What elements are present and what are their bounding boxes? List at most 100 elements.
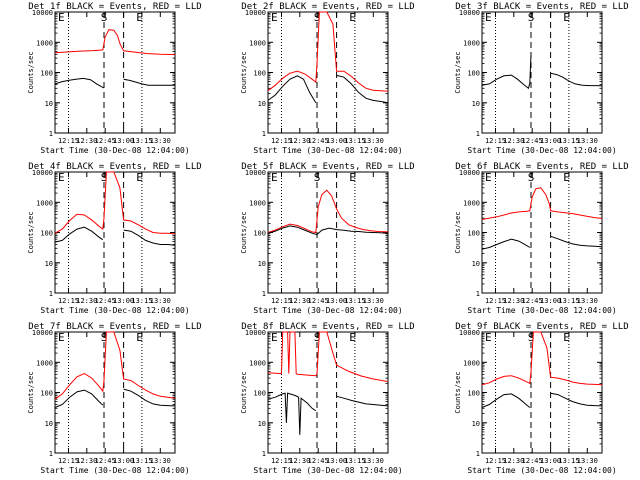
x-tick-label: 12:45 — [522, 297, 543, 305]
panel-det-7f: Det 7f BLACK = Events, RED = LLD 1 10 100 10… — [27, 322, 202, 475]
marker-label-s: S — [314, 171, 321, 184]
x-tick-label: 13:15 — [131, 457, 152, 465]
y-tick-label: 10000 — [245, 9, 266, 17]
plot-frame — [267, 331, 389, 454]
panel-det-9f: Det 9f BLACK = Events, RED = LLD 1 10 100 10… — [454, 322, 629, 475]
y-tick-label: 1000 — [249, 199, 266, 207]
marker-label-e: E — [349, 331, 356, 344]
x-tick-label: 13:00 — [326, 297, 347, 305]
y-tick-label: 1000 — [36, 359, 53, 367]
y-tick-label: 1000 — [249, 359, 266, 367]
marker-label-s: S — [528, 331, 535, 344]
x-tick-label: 13:15 — [558, 137, 579, 145]
y-tick-label: 10 — [45, 420, 53, 428]
series-line-events — [123, 229, 176, 246]
series-line-lld — [481, 187, 603, 220]
series-line-lld — [267, 189, 389, 234]
y-tick-label: 10 — [258, 420, 266, 428]
x-tick-label: 13:15 — [344, 297, 365, 305]
marker-label-e: E — [349, 171, 356, 184]
y-axis-label: Counts/sec — [454, 371, 462, 413]
x-tick-label: 12:15 — [271, 137, 292, 145]
marker-label-e-left: E — [485, 11, 492, 24]
x-tick-label: 12:30 — [289, 137, 310, 145]
y-tick-label: 1000 — [36, 199, 53, 207]
y-tick-label: 1 — [476, 290, 480, 298]
series-line-lld — [54, 29, 176, 56]
marker-label-e-left: E — [58, 171, 65, 184]
marker-label-e-left: E — [485, 171, 492, 184]
panel-det-3f: Det 3f BLACK = Events, RED = LLD 1 10 100 10… — [454, 2, 629, 155]
y-tick-label: 10 — [258, 100, 266, 108]
y-tick-label: 100 — [40, 390, 53, 398]
x-tick-label: 13:15 — [344, 457, 365, 465]
chart-title: Det 8f BLACK = Events, RED = LLD — [241, 322, 414, 332]
series-line-events — [54, 389, 104, 408]
y-tick-label: 100 — [467, 230, 480, 238]
y-tick-label: 100 — [467, 70, 480, 78]
x-tick-label: 12:15 — [485, 297, 506, 305]
x-tick-label: 13:00 — [540, 137, 561, 145]
y-axis-label: Counts/sec — [27, 371, 35, 413]
x-tick-label: 12:15 — [271, 297, 292, 305]
x-axis-label: Start Time (30-Dec-08 12:04:00) — [253, 466, 402, 475]
x-tick-label: 12:45 — [95, 137, 116, 145]
y-axis-label: Counts/sec — [27, 211, 35, 253]
marker-label-e-left: E — [271, 171, 278, 184]
panel-det-6f: Det 6f BLACK = Events, RED = LLD 1 10 100 10… — [454, 162, 629, 315]
plot-frame — [54, 331, 176, 454]
panel-det-8f: Det 8f BLACK = Events, RED = LLD 1 10 100 10… — [240, 322, 415, 475]
chart-title: Det 4f BLACK = Events, RED = LLD — [28, 162, 201, 172]
y-tick-label: 10 — [45, 260, 53, 268]
marker-label-e-left: E — [485, 331, 492, 344]
y-tick-label: 1000 — [463, 359, 480, 367]
y-tick-label: 10 — [472, 420, 480, 428]
series-line-events — [481, 238, 531, 250]
marker-label-e-left: E — [271, 331, 278, 344]
x-tick-label: 13:00 — [113, 297, 134, 305]
y-axis-label: Counts/sec — [240, 371, 248, 413]
series-line-events — [550, 72, 603, 87]
series-line-events — [123, 388, 176, 407]
x-tick-label: 12:45 — [308, 297, 329, 305]
x-tick-label: 13:15 — [558, 297, 579, 305]
panel-det-2f: Det 2f BLACK = Events, RED = LLD 1 10 100 10… — [240, 2, 415, 155]
panel-det-5f: Det 5f BLACK = Events, RED = LLD 1 10 100 10… — [240, 162, 415, 315]
y-axis-label: Counts/sec — [454, 211, 462, 253]
x-tick-label: 12:15 — [271, 457, 292, 465]
x-tick-label: 12:15 — [485, 137, 506, 145]
series-line-events — [267, 225, 389, 236]
y-tick-label: 10000 — [459, 169, 480, 177]
y-tick-label: 10000 — [245, 169, 266, 177]
series-line-events — [481, 54, 532, 90]
marker-label-s: S — [101, 11, 108, 24]
x-axis-label: Start Time (30-Dec-08 12:04:00) — [253, 306, 402, 315]
y-axis-label: Counts/sec — [454, 51, 462, 93]
marker-label-e-left: E — [271, 11, 278, 24]
chart-title: Det 5f BLACK = Events, RED = LLD — [241, 162, 414, 172]
y-tick-label: 1 — [49, 450, 53, 458]
x-tick-label: 13:30 — [150, 137, 171, 145]
chart-title: Det 1f BLACK = Events, RED = LLD — [28, 2, 201, 12]
x-tick-label: 12:45 — [308, 137, 329, 145]
marker-label-e: E — [563, 11, 570, 24]
x-tick-label: 12:30 — [503, 137, 524, 145]
y-tick-label: 10 — [258, 260, 266, 268]
marker-label-e: E — [136, 171, 143, 184]
y-tick-label: 100 — [253, 230, 266, 238]
y-tick-label: 1 — [476, 130, 480, 138]
series-line-lld — [481, 331, 603, 386]
x-tick-label: 13:00 — [326, 457, 347, 465]
x-tick-label: 13:00 — [113, 457, 134, 465]
y-tick-label: 1 — [476, 450, 480, 458]
x-tick-label: 12:45 — [308, 457, 329, 465]
chart-title: Det 2f BLACK = Events, RED = LLD — [241, 2, 414, 12]
y-axis-label: Counts/sec — [27, 51, 35, 93]
y-tick-label: 1 — [262, 290, 266, 298]
y-axis-label: Counts/sec — [240, 51, 248, 93]
plot-frame — [267, 11, 389, 134]
y-tick-label: 10000 — [32, 329, 53, 337]
y-tick-label: 100 — [40, 70, 53, 78]
y-tick-label: 1000 — [36, 39, 53, 47]
series-line-lld — [54, 331, 176, 400]
